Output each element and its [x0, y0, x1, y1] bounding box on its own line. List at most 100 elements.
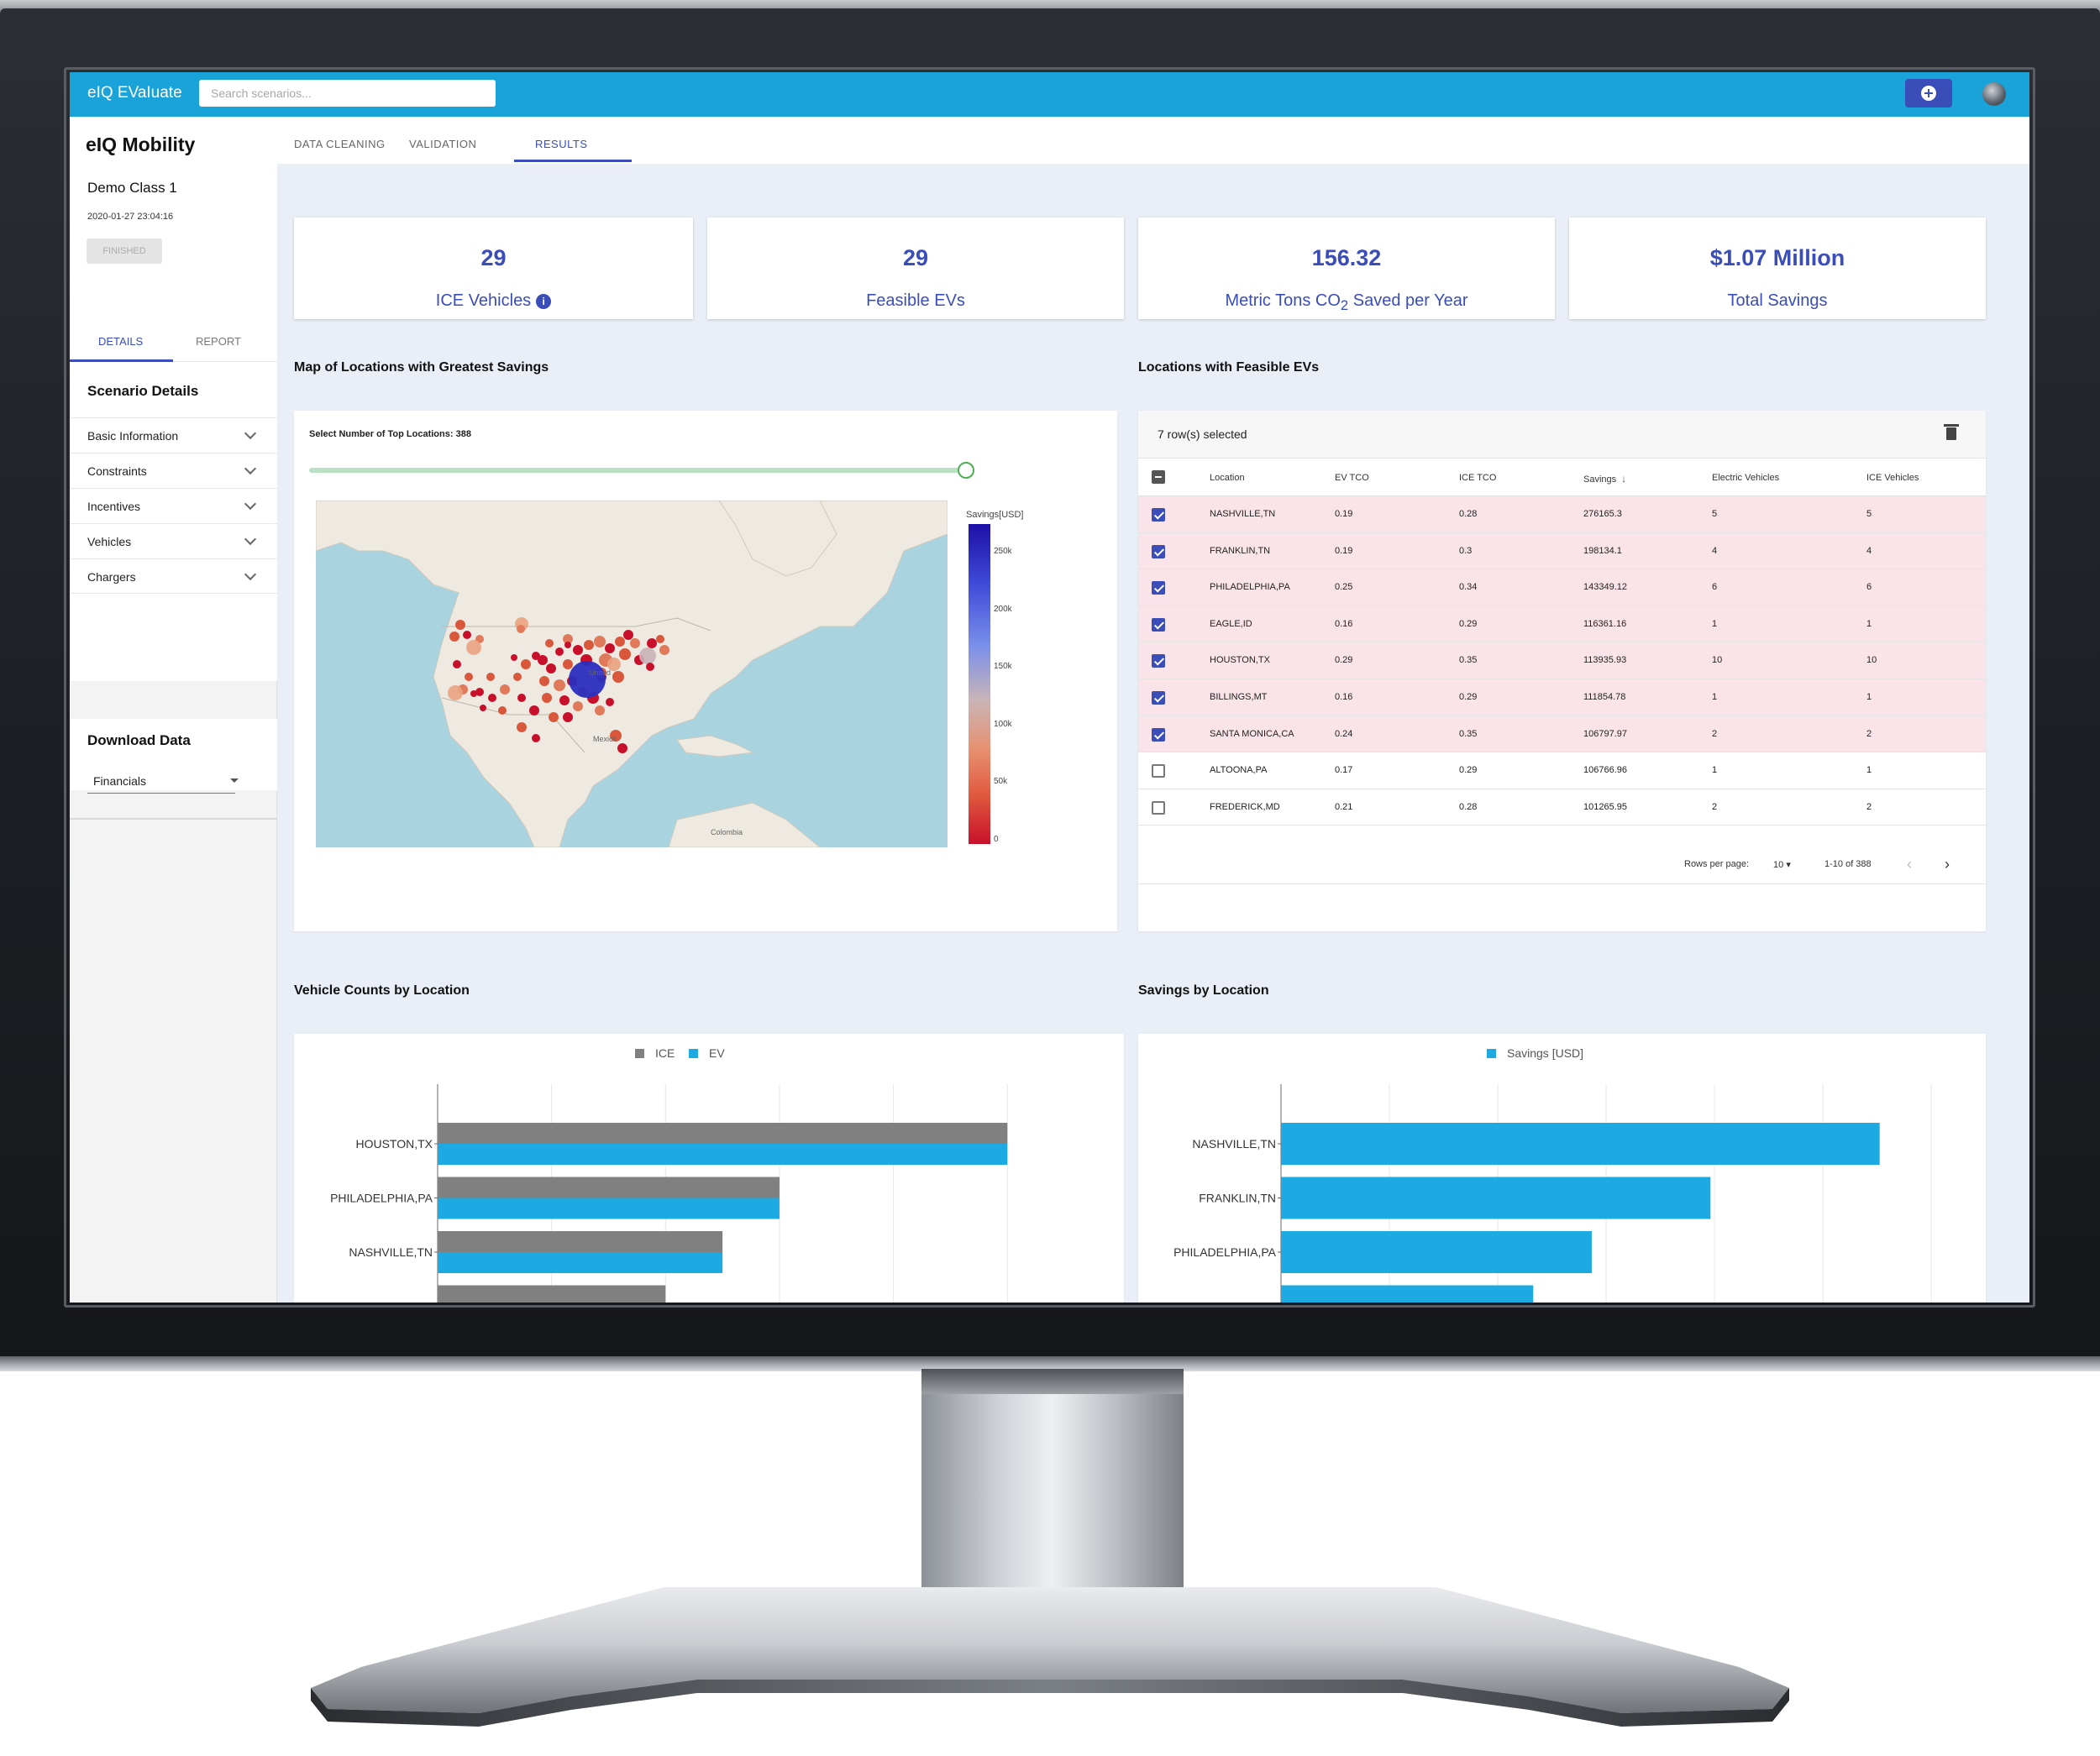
cell-ev-tco: 0.24	[1335, 728, 1353, 739]
slider-thumb[interactable]	[958, 462, 974, 479]
tab-data-cleaning[interactable]: DATA CLEANING	[294, 138, 386, 150]
top-app-bar: eIQ EVaIuate Search scenarios...	[70, 72, 2029, 117]
table-row[interactable]: PHILADELPHIA,PA 0.25 0.34 143349.12 6 6	[1138, 569, 1986, 606]
south-america-land	[668, 802, 821, 847]
accordion-vehicles[interactable]: Vehicles	[70, 523, 277, 558]
cell-ev-tco: 0.19	[1335, 509, 1353, 519]
cell-savings: 276165.3	[1583, 509, 1622, 519]
tab-indicator	[514, 160, 632, 162]
table-row[interactable]: NASHVILLE,TN 0.19 0.28 276165.3 5 5	[1138, 496, 1986, 533]
table-row[interactable]: FREDERICK,MD 0.21 0.28 101265.95 2 2	[1138, 789, 1986, 826]
org-name: eIQ Mobility	[86, 134, 196, 155]
accordion-incentives[interactable]: Incentives	[70, 488, 277, 523]
accordion-chargers[interactable]: Chargers	[70, 558, 277, 594]
scenario-details-title: Scenario Details	[87, 383, 199, 399]
row-checkbox[interactable]	[1152, 764, 1165, 778]
accordion-label: Basic Information	[87, 429, 179, 443]
cell-location: SANTA MONICA,CA	[1210, 728, 1294, 739]
cell-savings: 113935.93	[1583, 655, 1627, 666]
info-icon[interactable]: i	[536, 293, 552, 309]
savings-map[interactable]: United Mexico Colombia i	[316, 501, 948, 847]
screen-frame	[64, 67, 2035, 1308]
cell-location: NASHVILLE,TN	[1210, 509, 1276, 519]
accordion-constraints[interactable]: Constraints	[70, 453, 277, 488]
bar-ice	[438, 1123, 1008, 1144]
next-page-icon[interactable]: ›	[1945, 856, 1950, 873]
cell-electric-vehicles: 2	[1712, 801, 1718, 812]
colorbar-tick: 150k	[994, 662, 1012, 671]
kpi-label: Feasible EVs	[866, 291, 965, 310]
cell-location: PHILADELPHIA,PA	[1210, 582, 1290, 593]
colorbar-tick: 250k	[994, 547, 1012, 556]
row-checkbox[interactable]	[1152, 581, 1165, 595]
row-checkbox[interactable]	[1152, 544, 1165, 558]
map-section-title: Map of Locations with Greatest Savings	[294, 360, 549, 375]
col-location[interactable]: Location	[1210, 473, 1245, 483]
us-border	[441, 617, 711, 753]
cell-ev-tco: 0.29	[1335, 655, 1353, 666]
cell-ice-tco: 0.29	[1459, 692, 1478, 702]
cell-ice-tco: 0.28	[1459, 509, 1478, 519]
bar-ev	[438, 1198, 780, 1219]
tab-details[interactable]: DETAILS	[98, 335, 144, 348]
prev-page-icon[interactable]: ‹	[1907, 856, 1912, 873]
add-scenario-button[interactable]	[1905, 79, 1952, 107]
table-row[interactable]: BILLINGS,MT 0.16 0.29 111854.78 1 1	[1138, 679, 1986, 716]
row-checkbox[interactable]	[1152, 617, 1165, 632]
colorbar-tick: 50k	[994, 777, 1008, 786]
status-badge: FINISHED	[87, 239, 162, 264]
bar-savings-usd-	[1281, 1177, 1711, 1219]
cell-ev-tco: 0.16	[1335, 618, 1353, 629]
col-ev-tco[interactable]: EV TCO	[1335, 473, 1369, 483]
kpi-feasible-evs: 29 Feasible EVs	[707, 218, 1124, 319]
table-row[interactable]: SANTA MONICA,CA 0.24 0.35 106797.97 2 2	[1138, 716, 1986, 753]
row-checkbox[interactable]	[1152, 800, 1165, 815]
cell-ev-tco: 0.25	[1335, 582, 1353, 593]
table-row[interactable]: ALTOONA,PA 0.17 0.29 106766.96 1 1	[1138, 752, 1986, 789]
accordion-basic-information[interactable]: Basic Information	[70, 417, 277, 453]
col-electric-vehicles[interactable]: Electric Vehicles	[1712, 473, 1780, 483]
delete-icon[interactable]	[1944, 424, 1959, 440]
scenario-name: Demo Class 1	[87, 180, 177, 196]
table-row[interactable]: HOUSTON,TX 0.29 0.35 113935.93 10 10	[1138, 642, 1986, 679]
kpi-co2-saved: 156.32 Metric Tons CO2 Saved per Year	[1138, 218, 1555, 319]
search-input[interactable]: Search scenarios...	[199, 80, 496, 107]
table-row[interactable]: EAGLE,ID 0.16 0.29 116361.16 1 1	[1138, 605, 1986, 643]
monitor-stand-base	[311, 1587, 1789, 1727]
map-place-label: United	[589, 668, 611, 677]
cell-ice-vehicles: 6	[1866, 582, 1872, 593]
cell-electric-vehicles: 5	[1712, 509, 1718, 519]
col-ice-tco[interactable]: ICE TCO	[1459, 473, 1497, 483]
cell-ice-vehicles: 1	[1866, 692, 1872, 702]
legend-label: ICE	[655, 1046, 675, 1060]
row-checkbox[interactable]	[1152, 727, 1165, 742]
sidebar-divider	[70, 818, 277, 820]
select-all-checkbox[interactable]	[1152, 470, 1165, 484]
savings-chart-title: Savings by Location	[1138, 983, 1269, 998]
top-locations-slider[interactable]	[309, 468, 964, 473]
tab-validation[interactable]: VALIDATION	[409, 138, 477, 150]
col-savings[interactable]: Savings ↓	[1583, 473, 1626, 485]
category-label: NASHVILLE,TN	[349, 1245, 433, 1259]
cell-savings: 143349.12	[1583, 582, 1627, 593]
col-ice-vehicles[interactable]: ICE Vehicles	[1866, 473, 1919, 483]
col-savings-label: Savings	[1583, 474, 1617, 485]
rows-per-page-select[interactable]: 10 ▾	[1773, 859, 1791, 870]
download-select[interactable]: Financials	[87, 766, 239, 794]
row-checkbox[interactable]	[1152, 691, 1165, 705]
table-row[interactable]: FRANKLIN,TN 0.19 0.3 198134.1 4 4	[1138, 532, 1986, 570]
map-svg: United Mexico Colombia	[316, 501, 948, 847]
main-content: DATA CLEANING VALIDATION RESULTS 29 ICE …	[277, 117, 2029, 1303]
caret-down-icon	[230, 778, 239, 783]
row-checkbox[interactable]	[1152, 654, 1165, 668]
map-card: Select Number of Top Locations: 388	[294, 411, 1117, 931]
cell-electric-vehicles: 6	[1712, 582, 1718, 593]
bar-savings-usd-	[1281, 1231, 1592, 1273]
tab-report[interactable]: REPORT	[196, 335, 241, 348]
sidebar: eIQ Mobility Demo Class 1 2020-01-27 23:…	[70, 117, 277, 1303]
row-checkbox[interactable]	[1152, 508, 1165, 522]
sort-down-icon[interactable]: ↓	[1621, 473, 1627, 485]
user-avatar[interactable]	[1982, 82, 2006, 106]
legend-swatch	[635, 1049, 644, 1058]
tab-results[interactable]: RESULTS	[535, 138, 588, 150]
